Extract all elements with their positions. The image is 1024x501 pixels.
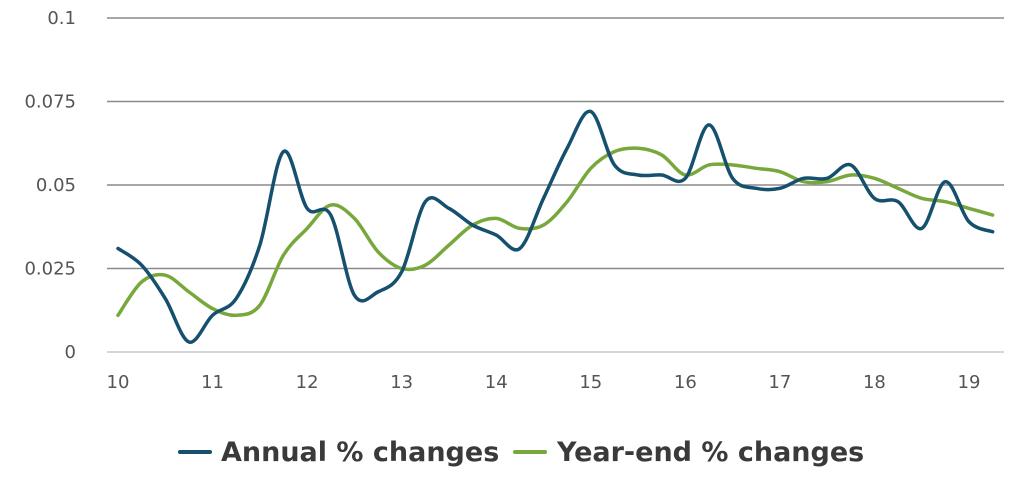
y-tick-label: 0.025 [24,259,76,280]
x-tick-label: 12 [296,372,319,393]
x-tick-label: 18 [863,372,886,393]
x-tick-label: 19 [958,372,981,393]
legend: Annual % changes Year-end % changes [178,437,864,468]
x-tick-label: 14 [485,372,508,393]
y-tick-label: 0.05 [36,175,76,196]
x-tick-label: 17 [768,372,791,393]
x-axis-tick-labels: 10 11 12 13 14 15 16 17 18 19 [107,372,981,393]
x-tick-label: 15 [579,372,602,393]
legend-label: Year-end % changes [556,437,864,468]
grid-layer [107,17,1004,353]
x-tick-label: 16 [674,372,697,393]
y-tick-label: 0 [65,342,76,363]
series-line-annual-changes [116,109,995,344]
x-tick-label: 13 [390,372,413,393]
series-layer [116,109,995,344]
x-tick-label: 10 [107,372,130,393]
legend-label: Annual % changes [221,437,499,468]
y-axis-tick-labels: 0 0.025 0.05 0.075 0.1 [24,8,76,363]
x-tick-label: 11 [201,372,224,393]
y-tick-label: 0.1 [47,8,76,29]
y-tick-label: 0.075 [24,92,76,113]
series-line-year-end-changes [116,146,995,318]
